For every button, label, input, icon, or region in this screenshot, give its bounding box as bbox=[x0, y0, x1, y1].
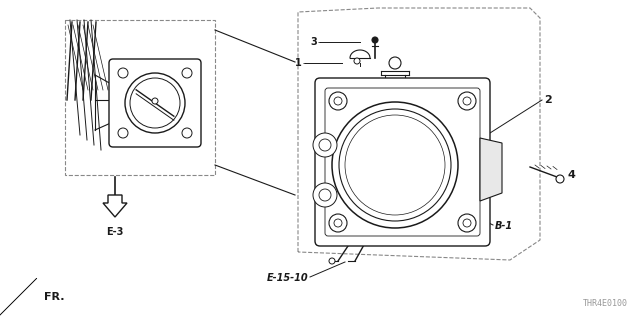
Circle shape bbox=[458, 92, 476, 110]
Circle shape bbox=[313, 183, 337, 207]
Text: 1: 1 bbox=[295, 58, 302, 68]
Circle shape bbox=[354, 58, 360, 64]
Circle shape bbox=[334, 97, 342, 105]
Text: E-3: E-3 bbox=[106, 227, 124, 237]
Text: -: - bbox=[318, 37, 321, 47]
Polygon shape bbox=[103, 195, 127, 217]
Circle shape bbox=[463, 219, 471, 227]
Circle shape bbox=[118, 128, 128, 138]
Circle shape bbox=[118, 68, 128, 78]
Circle shape bbox=[125, 73, 185, 133]
Circle shape bbox=[152, 98, 158, 104]
Text: -: - bbox=[303, 58, 307, 68]
Text: FR.: FR. bbox=[44, 292, 65, 302]
FancyBboxPatch shape bbox=[315, 78, 490, 246]
Text: B-1: B-1 bbox=[495, 221, 513, 231]
Circle shape bbox=[319, 189, 331, 201]
Circle shape bbox=[463, 97, 471, 105]
Circle shape bbox=[313, 133, 337, 157]
Text: 3: 3 bbox=[310, 37, 317, 47]
Polygon shape bbox=[0, 278, 37, 317]
Circle shape bbox=[332, 102, 458, 228]
Circle shape bbox=[458, 214, 476, 232]
Bar bbox=[65, 20, 215, 175]
Circle shape bbox=[372, 37, 378, 43]
FancyBboxPatch shape bbox=[325, 88, 480, 236]
Circle shape bbox=[319, 139, 331, 151]
Circle shape bbox=[182, 128, 192, 138]
Circle shape bbox=[339, 109, 451, 221]
Circle shape bbox=[329, 214, 347, 232]
Text: 4: 4 bbox=[568, 170, 576, 180]
Text: 2: 2 bbox=[544, 95, 552, 105]
Text: THR4E0100: THR4E0100 bbox=[583, 299, 628, 308]
FancyBboxPatch shape bbox=[109, 59, 201, 147]
Circle shape bbox=[556, 175, 564, 183]
Circle shape bbox=[182, 68, 192, 78]
Circle shape bbox=[329, 258, 335, 264]
Circle shape bbox=[334, 219, 342, 227]
Circle shape bbox=[345, 115, 445, 215]
Circle shape bbox=[329, 92, 347, 110]
Text: E-15-10: E-15-10 bbox=[266, 273, 308, 283]
Polygon shape bbox=[480, 138, 502, 201]
Circle shape bbox=[130, 78, 180, 128]
Circle shape bbox=[389, 57, 401, 69]
